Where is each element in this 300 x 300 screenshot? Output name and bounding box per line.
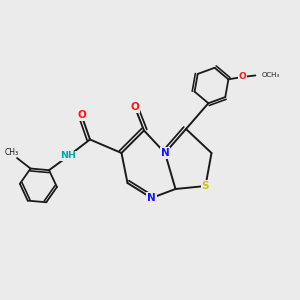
Text: O: O xyxy=(239,72,247,81)
Text: NH: NH xyxy=(60,152,76,160)
Text: O: O xyxy=(130,102,140,112)
Text: S: S xyxy=(202,181,209,191)
Text: CH₃: CH₃ xyxy=(4,148,19,157)
Text: O: O xyxy=(77,110,86,121)
Text: OCH₃: OCH₃ xyxy=(262,72,280,78)
Text: N: N xyxy=(160,148,169,158)
Text: N: N xyxy=(147,193,156,203)
